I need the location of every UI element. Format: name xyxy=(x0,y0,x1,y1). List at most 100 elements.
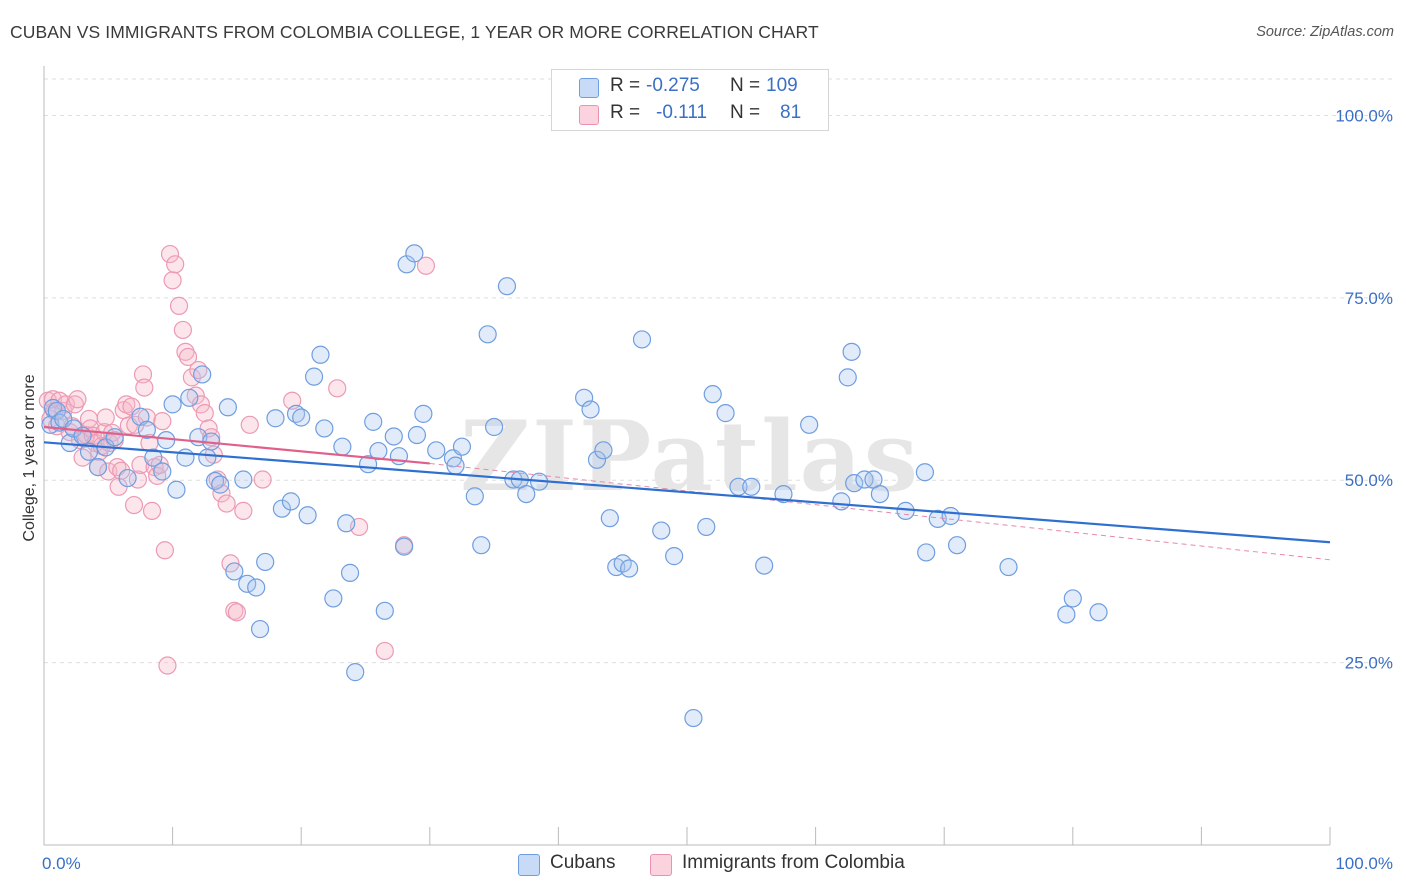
tick-labels: 25.0% 50.0% 75.0% 100.0% 0.0% 100.0% xyxy=(42,106,1393,873)
data-point-colombia xyxy=(169,296,189,315)
data-point-colombia xyxy=(122,397,141,416)
data-point-cubans xyxy=(304,367,324,386)
data-point-cubans xyxy=(218,398,237,417)
data-point-cubans xyxy=(870,484,890,504)
data-point-cubans xyxy=(517,484,536,504)
data-point-cubans xyxy=(587,450,607,469)
data-point-colombia xyxy=(173,320,192,340)
data-point-cubans xyxy=(315,419,334,438)
legend-row-colombia: R = -0.111 N = 81 xyxy=(552,101,828,127)
data-point-cubans xyxy=(153,462,172,481)
trend-line-colombia-extended xyxy=(429,462,1331,561)
data-point-cubans xyxy=(465,487,484,506)
stats-legend: R = -0.275 N = 109 R = -0.111 N = 81 xyxy=(551,69,829,131)
data-point-cubans xyxy=(917,543,936,562)
y-tick-label: 50.0% xyxy=(1345,471,1393,490)
data-point-cubans xyxy=(298,506,317,525)
data-point-cubans xyxy=(163,395,182,414)
data-point-cubans xyxy=(337,514,356,533)
data-point-cubans xyxy=(838,368,857,387)
data-point-cubans xyxy=(137,420,156,440)
data-point-cubans xyxy=(842,342,861,361)
data-point-cubans xyxy=(79,442,99,461)
data-point-cubans xyxy=(118,468,137,488)
data-point-colombia xyxy=(65,395,84,414)
data-point-cubans xyxy=(198,448,217,467)
data-point-colombia xyxy=(160,244,180,264)
legend-label-colombia: Immigrants from Colombia xyxy=(682,852,905,873)
data-point-colombia xyxy=(158,656,177,675)
data-point-colombia xyxy=(182,368,201,387)
data-point-cubans xyxy=(384,427,403,446)
data-point-cubans xyxy=(742,477,761,496)
data-point-cubans xyxy=(238,574,257,593)
data-point-colombia xyxy=(155,541,174,560)
data-point-cubans xyxy=(340,563,360,582)
data-point-cubans xyxy=(478,325,497,344)
data-point-cubans xyxy=(364,412,383,431)
watermark: ZIPatlas xyxy=(460,400,920,513)
data-point-colombia xyxy=(217,494,236,513)
data-point-cubans xyxy=(211,475,230,494)
data-point-colombia xyxy=(375,641,394,661)
data-point-cubans xyxy=(292,408,311,427)
data-point-colombia xyxy=(163,271,182,290)
series-legend: Cubans Immigrants from Colombia xyxy=(0,852,1406,878)
data-point-cubans xyxy=(620,559,639,578)
data-point-cubans xyxy=(225,562,244,581)
data-point-cubans xyxy=(472,536,491,555)
data-point-cubans xyxy=(394,537,414,556)
data-point-colombia xyxy=(178,347,198,367)
legend-r-label: R = xyxy=(610,75,641,96)
data-point-cubans xyxy=(485,417,504,437)
axes xyxy=(43,66,1331,846)
data-point-colombia xyxy=(112,461,131,480)
data-point-colombia xyxy=(176,342,195,361)
data-point-cubans xyxy=(105,428,124,447)
legend-swatch-cubans xyxy=(518,854,540,876)
data-point-colombia xyxy=(328,379,347,398)
data-point-cubans xyxy=(167,480,186,499)
trend-line-cubans xyxy=(43,441,1331,544)
data-point-colombia xyxy=(166,255,185,274)
data-point-colombia xyxy=(240,415,259,434)
y-tick-label: 25.0% xyxy=(1345,654,1393,673)
data-point-cubans xyxy=(845,474,864,493)
y-tick-label: 100.0% xyxy=(1335,106,1393,125)
legend-swatch-colombia xyxy=(650,854,672,876)
data-point-cubans xyxy=(405,244,424,263)
legend-r-label: R = xyxy=(610,102,641,123)
data-point-colombia xyxy=(142,501,162,520)
data-point-cubans xyxy=(193,365,212,384)
data-point-colombia xyxy=(133,365,153,384)
legend-n-label: N = xyxy=(730,102,761,123)
data-point-colombia xyxy=(96,408,115,427)
data-point-cubans xyxy=(800,415,819,434)
data-point-cubans xyxy=(333,437,352,456)
data-point-cubans xyxy=(281,492,301,511)
data-point-cubans xyxy=(234,470,253,489)
data-point-cubans xyxy=(1057,605,1076,624)
data-point-cubans xyxy=(497,277,517,296)
data-point-cubans xyxy=(427,441,446,460)
data-point-cubans xyxy=(250,619,270,639)
data-point-cubans xyxy=(88,458,108,477)
trend-line-colombia xyxy=(43,425,430,465)
data-point-cubans xyxy=(941,506,960,526)
data-point-cubans xyxy=(594,441,613,460)
data-point-cubans xyxy=(716,404,735,423)
legend-label-cubans: Cubans xyxy=(550,852,616,873)
data-point-cubans xyxy=(144,448,163,467)
data-point-cubans xyxy=(180,388,199,407)
data-point-cubans xyxy=(452,437,472,456)
data-point-colombia xyxy=(99,462,118,481)
legend-r-value: -0.111 xyxy=(656,102,708,123)
data-point-cubans xyxy=(665,547,684,566)
data-point-colombia xyxy=(135,378,154,397)
data-point-cubans xyxy=(703,385,722,404)
data-point-cubans xyxy=(581,400,600,419)
data-point-cubans xyxy=(684,708,703,728)
data-point-colombia xyxy=(234,501,253,520)
data-point-cubans xyxy=(575,388,594,407)
